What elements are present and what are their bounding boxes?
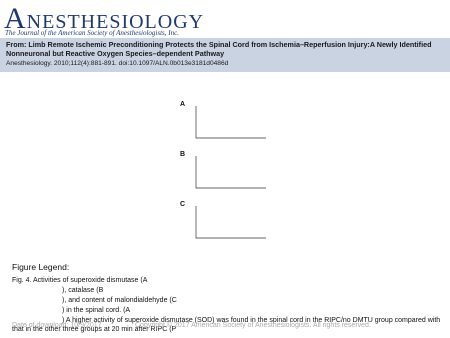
figure-background <box>178 94 270 246</box>
article-title: From: Limb Remote Ischemic Preconditioni… <box>6 40 432 58</box>
legend-line: ), catalase (B <box>62 287 104 294</box>
citation: Anesthesiology. 2010;112(4):881-891. doi… <box>6 60 229 67</box>
panel-label: C <box>180 201 185 208</box>
legend-line: ) A higher activity of superoxide dismut… <box>12 317 441 333</box>
download-date: Date of download: 10/9/2017 <box>12 322 102 329</box>
legend-line: Fig. 4. Activities of superoxide dismuta… <box>12 277 148 284</box>
panel-label: A <box>180 101 185 108</box>
legend-line: ), and content of malondialdehyde (C <box>62 297 177 304</box>
journal-subtitle: The Journal of the American Society of A… <box>5 29 179 37</box>
figure: A B C <box>178 94 270 246</box>
panel-axes <box>195 106 266 139</box>
panel-axes <box>195 156 266 189</box>
journal-logo: ANESTHESIOLOGY <box>4 2 205 35</box>
panel-label: B <box>180 151 185 158</box>
panel-axes <box>195 206 266 239</box>
legend-heading: Figure Legend: <box>12 262 70 272</box>
legend-line: ) in the spinal cord. (A <box>62 307 131 314</box>
panel-frames <box>195 106 266 239</box>
copyright: Copyright © 2017 American Society of Ane… <box>135 322 371 329</box>
title-band <box>0 38 450 72</box>
